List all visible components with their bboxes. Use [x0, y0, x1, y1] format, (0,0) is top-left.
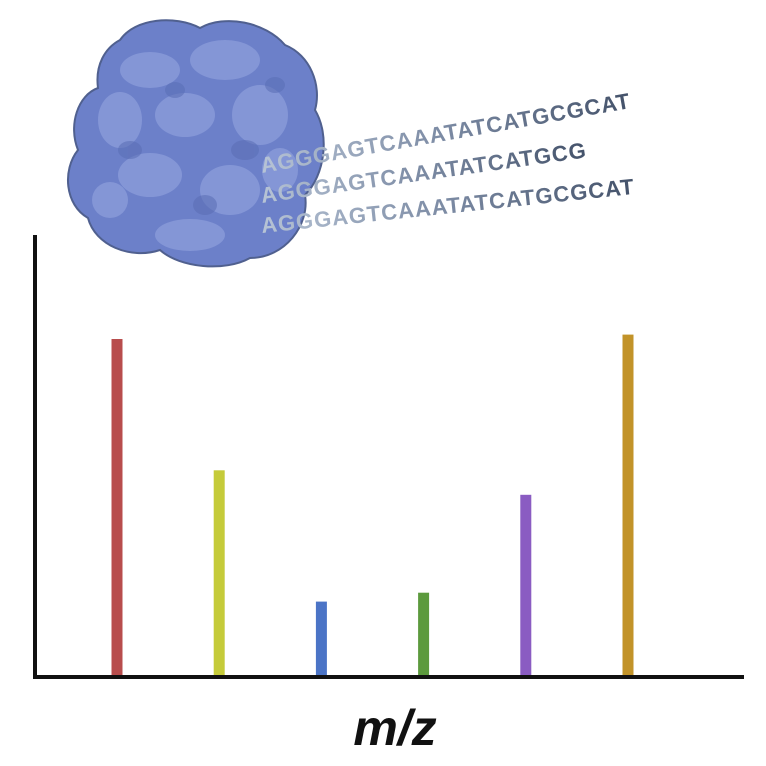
- x-axis-label: m/z: [353, 700, 436, 756]
- peak-bar-3: [315, 601, 327, 675]
- mass-spectrum-chart: m/z: [33, 235, 744, 756]
- peak-bar-5: [520, 494, 532, 675]
- spectrum-peaks: [111, 334, 634, 675]
- peak-bar-2: [213, 470, 225, 675]
- protein-blob-icon: [66, 19, 325, 268]
- peak-bar-4: [418, 592, 430, 675]
- peak-bar-6: [622, 334, 634, 675]
- peak-bar-1: [111, 339, 123, 675]
